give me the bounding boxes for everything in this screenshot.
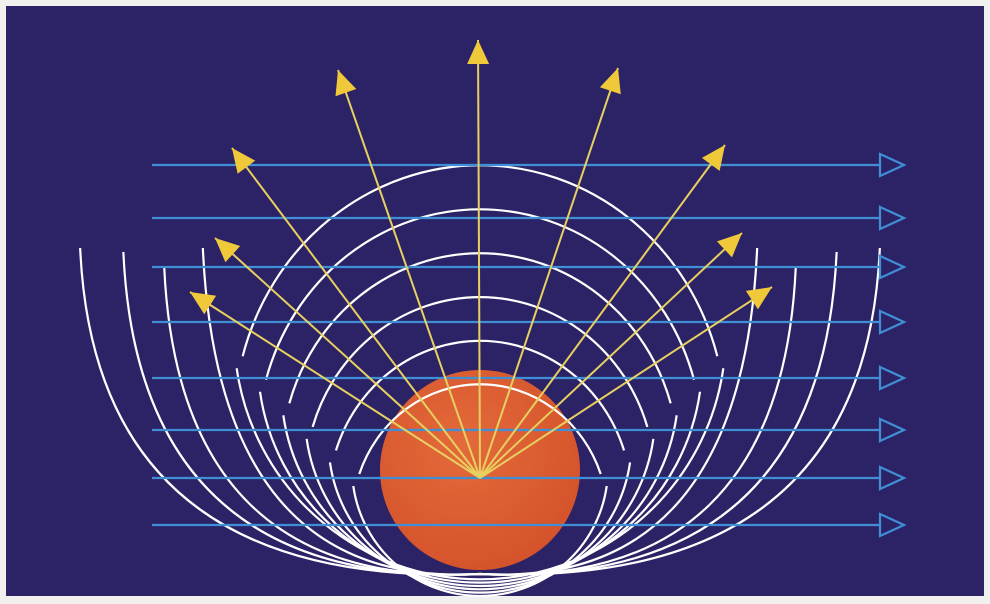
scattered-ray <box>479 232 743 479</box>
incident-ray-arrowhead <box>878 465 907 491</box>
scattered-ray <box>479 286 773 479</box>
incident-ray-arrowhead <box>878 254 907 280</box>
incident-ray-arrowhead <box>878 205 907 231</box>
scattered-ray-arrowhead <box>190 292 217 315</box>
scattered-ray <box>214 237 481 479</box>
incident-ray-arrowhead <box>878 417 907 443</box>
scattered-ray <box>189 291 481 479</box>
scattered-ray <box>479 67 619 479</box>
scattered-ray-arrowhead <box>215 238 241 263</box>
wavefront <box>282 252 678 587</box>
scattered-ray-arrowhead <box>467 40 490 65</box>
scattered-ray-arrowhead <box>716 233 742 258</box>
scattered-ray-arrowhead <box>701 145 725 171</box>
wavefront <box>258 208 702 584</box>
scattered-ray <box>231 147 481 479</box>
incident-ray-arrowhead <box>878 365 907 391</box>
scattered-ray-arrowhead <box>232 148 256 174</box>
incident-ray-arrowhead <box>878 152 907 178</box>
scattered-ray <box>477 39 481 479</box>
scattered-ray-arrowhead <box>599 68 621 95</box>
incident-ray-arrowhead <box>878 512 907 538</box>
scattered-ray <box>337 69 481 479</box>
scattered-ray-arrowhead <box>745 287 772 310</box>
incident-ray-arrowhead <box>878 309 907 335</box>
scattered-ray <box>479 144 726 479</box>
scattered-ray-arrowhead <box>335 70 357 97</box>
